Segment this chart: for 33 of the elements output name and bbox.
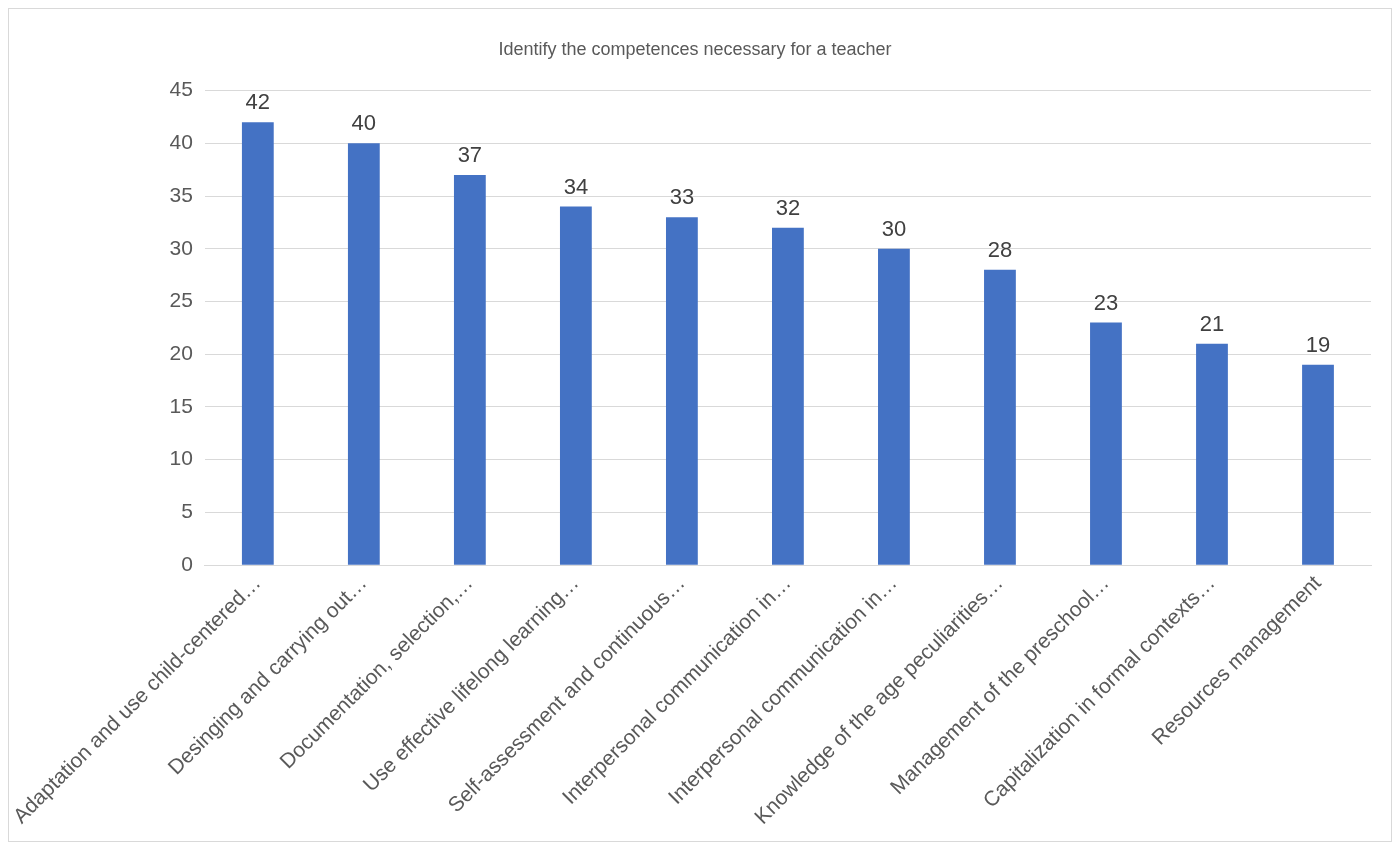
- data-label: 30: [881, 215, 907, 241]
- y-tick-label: 0: [181, 551, 193, 575]
- bar: [453, 174, 486, 565]
- bar: [878, 248, 910, 565]
- bar: [1196, 343, 1228, 565]
- data-label: 37: [457, 142, 483, 168]
- data-label: 28: [987, 236, 1013, 262]
- bar: [665, 217, 698, 565]
- y-tick-label: 15: [169, 393, 193, 417]
- data-label: 42: [245, 89, 271, 115]
- data-label: 32: [775, 194, 801, 220]
- y-tick-label: 45: [169, 77, 193, 101]
- y-tick-label: 20: [169, 341, 193, 365]
- bar: [241, 122, 274, 565]
- data-label: 33: [669, 184, 695, 210]
- data-label: 19: [1305, 331, 1331, 357]
- y-tick-label: 35: [169, 182, 193, 206]
- y-tick-label: 10: [169, 446, 193, 470]
- y-tick-label: 40: [169, 130, 193, 154]
- chart-title: Identify the competences necessary for a teacher: [498, 38, 892, 59]
- y-tick-label: 30: [169, 235, 193, 259]
- bar: [559, 206, 592, 565]
- data-label: 34: [563, 173, 589, 199]
- y-tick-label: 25: [169, 288, 193, 312]
- bar: [772, 227, 804, 565]
- data-label: 23: [1093, 289, 1119, 315]
- y-tick-label: 5: [181, 499, 193, 523]
- data-label: 21: [1199, 310, 1225, 336]
- bar: [347, 143, 380, 565]
- bar: [984, 269, 1016, 565]
- bar: [1090, 322, 1122, 565]
- bar: [1302, 364, 1334, 565]
- data-label: 40: [351, 110, 377, 136]
